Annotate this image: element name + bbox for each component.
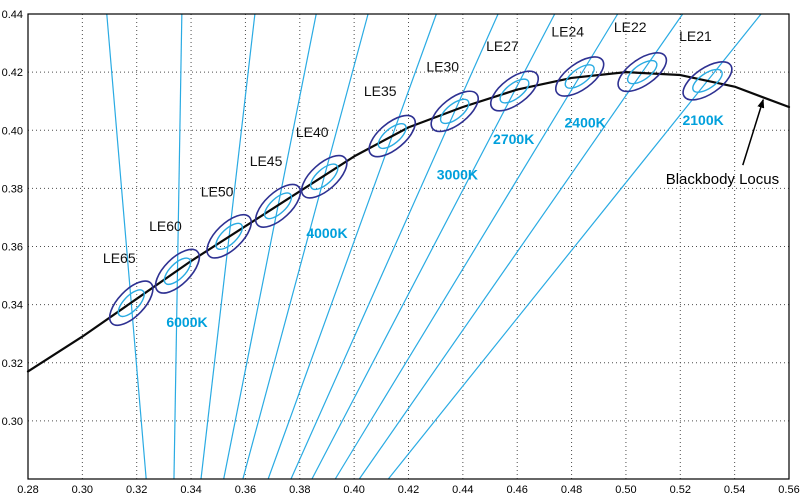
bin-label-LE22: LE22 <box>614 19 647 35</box>
isotherm-line-LE35 <box>267 13 437 480</box>
y-tick-label-0.38: 0.38 <box>2 183 23 195</box>
bin-ellipses-LE45 <box>254 183 302 228</box>
bin-ellipses-LE40 <box>300 154 348 199</box>
cct-label-2400K: 2400K <box>565 114 606 130</box>
bin-inner-ellipse-LE21 <box>692 68 723 93</box>
y-tick-label-0.34: 0.34 <box>2 300 23 312</box>
bin-label-LE60: LE60 <box>149 218 182 234</box>
x-tick-label-0.36: 0.36 <box>235 484 256 496</box>
x-tick-label-0.40: 0.40 <box>343 484 364 496</box>
plot-frame <box>27 13 790 480</box>
x-tick-label-0.52: 0.52 <box>670 484 691 496</box>
bin-outer-ellipse-LE35 <box>368 114 417 158</box>
x-tick-label-0.32: 0.32 <box>126 484 147 496</box>
bin-label-LE65: LE65 <box>103 250 136 266</box>
isotherm-line-LE45 <box>223 13 317 480</box>
bin-label-LE30: LE30 <box>426 58 459 74</box>
bin-outer-ellipse-LE45 <box>254 183 302 228</box>
cct-label-2700K: 2700K <box>493 131 534 147</box>
bin-inner-ellipse-LE65 <box>117 289 145 318</box>
bin-label-LE24: LE24 <box>551 23 584 39</box>
bin-outer-ellipse-LE24 <box>555 56 605 97</box>
bin-outer-ellipse-LE22 <box>617 52 668 93</box>
cct-label-4000K: 4000K <box>306 225 347 241</box>
bin-label-LE21: LE21 <box>679 28 712 44</box>
bin-outer-ellipse-LE40 <box>300 154 348 199</box>
x-tick-label-0.28: 0.28 <box>17 484 38 496</box>
bin-outer-ellipse-LE21 <box>682 61 733 101</box>
bin-inner-ellipse-LE60 <box>163 257 192 286</box>
bin-ellipses-LE50 <box>206 213 252 259</box>
bin-ellipses-LE21 <box>682 61 733 101</box>
cct-label-3000K: 3000K <box>437 167 478 183</box>
x-tick-label-0.50: 0.50 <box>615 484 636 496</box>
isotherm-line-LE40 <box>242 13 369 480</box>
bin-ellipses-LE27 <box>490 70 539 112</box>
y-tick-label-0.44: 0.44 <box>2 9 23 21</box>
x-tick-label-0.54: 0.54 <box>724 484 745 496</box>
bin-ellipses-LE30 <box>430 90 479 133</box>
isotherm-line-LE60 <box>173 13 183 480</box>
bin-label-LE40: LE40 <box>296 124 329 140</box>
bin-outer-ellipse-LE30 <box>430 90 479 133</box>
bin-inner-ellipse-LE35 <box>377 123 407 150</box>
cct-label-2100K: 2100K <box>682 112 723 128</box>
blackbody-locus-label: Blackbody Locus <box>666 171 779 188</box>
blackbody-locus-arrow <box>742 98 765 166</box>
x-tick-label-0.34: 0.34 <box>180 484 201 496</box>
bin-label-LE27: LE27 <box>486 38 519 54</box>
bin-ellipses-LE24 <box>555 56 605 97</box>
bin-inner-ellipse-LE40 <box>309 163 339 191</box>
x-tick-label-0.46: 0.46 <box>507 484 528 496</box>
y-tick-label-0.32: 0.32 <box>2 358 23 370</box>
y-tick-label-0.36: 0.36 <box>2 242 23 254</box>
isotherm-line-LE65 <box>106 13 147 480</box>
bin-inner-ellipse-LE50 <box>215 222 244 251</box>
bin-inner-ellipse-LE27 <box>499 78 530 104</box>
y-tick-label-0.40: 0.40 <box>2 125 23 137</box>
x-tick-label-0.42: 0.42 <box>398 484 419 496</box>
x-tick-label-0.30: 0.30 <box>72 484 93 496</box>
bin-ellipses-LE65 <box>108 280 154 327</box>
bin-label-LE45: LE45 <box>250 153 283 169</box>
x-tick-label-0.44: 0.44 <box>452 484 473 496</box>
x-tick-label-0.48: 0.48 <box>561 484 582 496</box>
y-tick-label-0.30: 0.30 <box>2 416 23 428</box>
bin-outer-ellipse-LE27 <box>490 70 539 112</box>
y-tick-label-0.42: 0.42 <box>2 67 23 79</box>
bin-ellipses-LE35 <box>368 114 417 158</box>
x-tick-label-0.56: 0.56 <box>778 484 799 496</box>
bin-outer-ellipse-LE65 <box>108 280 154 327</box>
bin-ellipses-LE22 <box>617 52 668 93</box>
bin-inner-ellipse-LE22 <box>626 59 658 85</box>
bin-outer-ellipse-LE50 <box>206 213 252 259</box>
bin-inner-ellipse-LE24 <box>564 64 595 89</box>
bin-label-LE50: LE50 <box>201 183 234 199</box>
isotherm-line-LE24 <box>334 13 619 480</box>
cct-label-6000K: 6000K <box>166 314 207 330</box>
bin-label-LE35: LE35 <box>364 83 397 99</box>
bin-inner-ellipse-LE45 <box>263 192 293 220</box>
x-tick-label-0.38: 0.38 <box>289 484 310 496</box>
bin-inner-ellipse-LE30 <box>439 98 470 125</box>
